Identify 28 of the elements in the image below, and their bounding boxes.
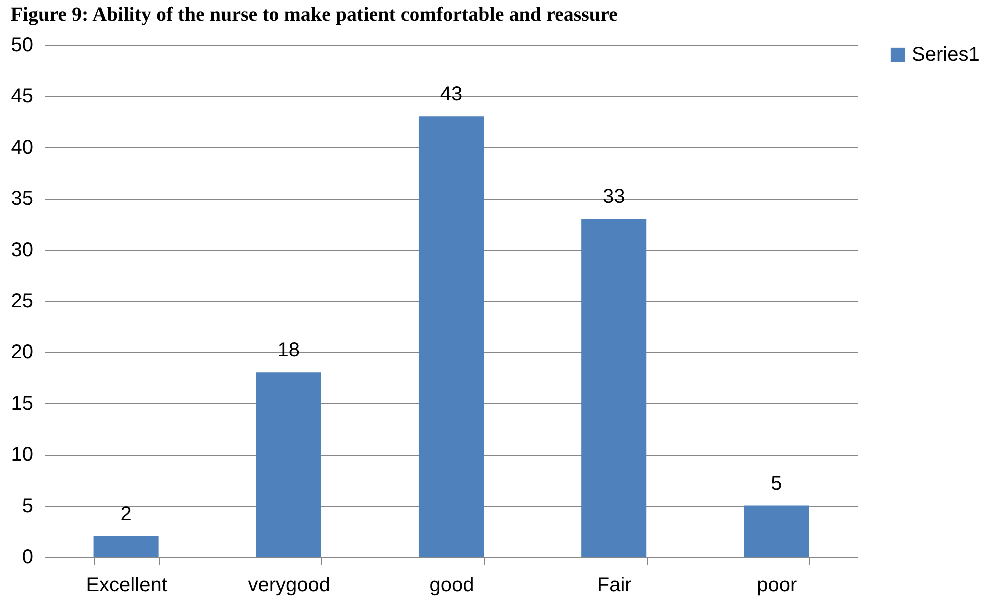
bar (582, 219, 647, 557)
y-tick-label: 50 (11, 34, 34, 56)
data-label: 33 (602, 186, 626, 208)
data-label: 2 (120, 504, 132, 526)
bar (256, 372, 322, 557)
y-tick-label: 0 (22, 546, 34, 568)
y-tick-label: 25 (11, 290, 34, 312)
data-label: 5 (771, 472, 782, 495)
bar (94, 536, 159, 557)
y-tick-label: 20 (11, 342, 34, 364)
bar (418, 116, 484, 557)
y-tick-label: 45 (11, 86, 34, 108)
chart-title: Figure 9: Ability of the nurse to make patient comfortable and reassure (10, 4, 618, 26)
x-tick-label: Fair (597, 574, 632, 596)
y-tick-label: 30 (11, 239, 34, 262)
x-tick-label: verygood (248, 574, 331, 596)
y-tick-label: 10 (11, 444, 34, 466)
y-tick-label: 15 (11, 392, 34, 415)
legend-label: Series1 (912, 44, 980, 66)
y-tick-label: 35 (11, 188, 34, 210)
x-tick-label: poor (757, 574, 798, 596)
y-tick-label: 5 (22, 495, 34, 518)
x-tick-label: Excellent (86, 574, 168, 596)
y-tick-label: 40 (11, 136, 34, 159)
x-tick-label: good (430, 574, 474, 596)
data-label: 18 (278, 340, 300, 362)
data-label: 43 (440, 84, 463, 106)
bar (744, 506, 810, 557)
